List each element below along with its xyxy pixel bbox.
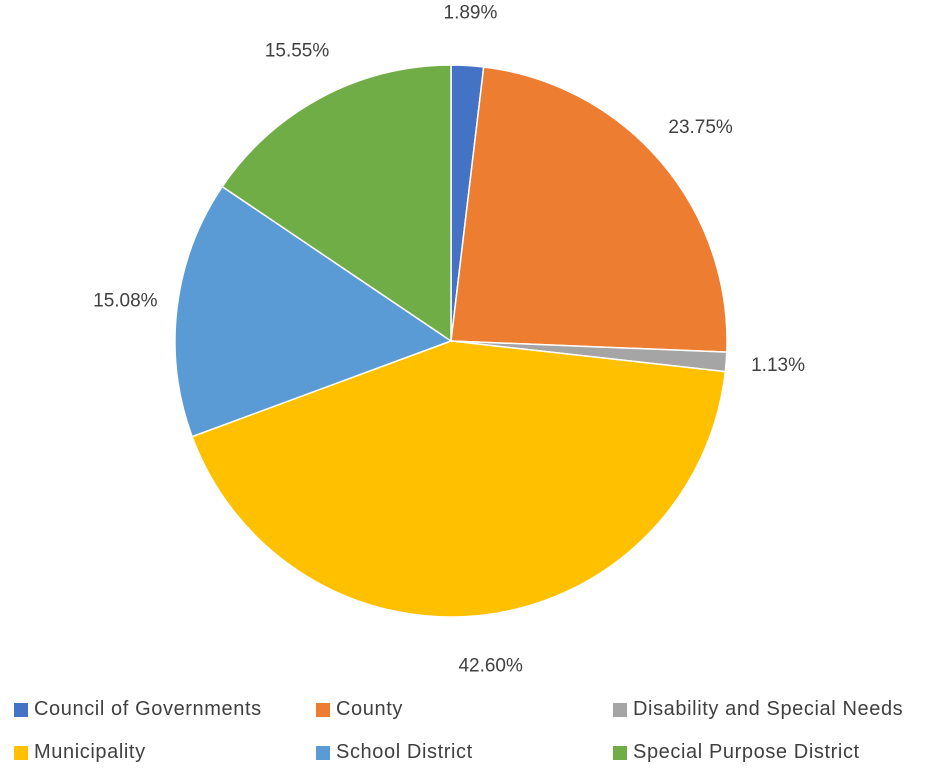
legend-item-municipality: Municipality (14, 741, 146, 764)
legend-swatch-special-purpose-district (613, 745, 627, 760)
legend-item-council-of-governments: Council of Governments (14, 698, 262, 721)
legend-item-county: County (316, 698, 403, 721)
legend-swatch-school-district (316, 745, 330, 760)
pie-slice-county (450, 66, 728, 353)
legend-swatch-county (316, 702, 330, 717)
legend-swatch-disability-and-special-needs (613, 702, 627, 717)
pie-slice-special-purpose-district (221, 64, 452, 343)
legend-item-school-district: School District (316, 741, 473, 764)
data-label-special-purpose-district: 15.55% (265, 40, 330, 61)
legend-swatch-council-of-governments (14, 702, 28, 717)
legend-label-school-district: School District (336, 741, 473, 763)
legend-label-municipality: Municipality (34, 741, 146, 763)
data-label-disability-and-special-needs: 1.13% (751, 355, 805, 376)
legend-label-county: County (336, 698, 403, 720)
pie-chart: 1.89% 23.75% 1.13% 42.60% 15.08% 15.55% (93, 3, 805, 677)
legend-label-special-purpose-district: Special Purpose District (633, 741, 860, 763)
data-label-school-district: 15.08% (93, 291, 158, 312)
pie-slice-school-district (174, 185, 453, 438)
legend-label-disability-and-special-needs: Disability and Special Needs (633, 698, 904, 720)
legend-label-council-of-governments: Council of Governments (34, 698, 262, 720)
pie-data-labels: 1.89% 23.75% 1.13% 42.60% 15.08% 15.55% (93, 3, 805, 677)
legend-item-special-purpose-district: Special Purpose District (613, 741, 860, 764)
data-label-municipality: 42.60% (458, 656, 523, 677)
data-label-council-of-governments: 1.89% (444, 3, 498, 24)
chart-legend: Council of Governments County Disability… (0, 690, 950, 769)
pie-slices (174, 64, 728, 618)
data-label-county: 23.75% (668, 117, 733, 138)
pie-slice-municipality (191, 340, 727, 618)
legend-item-disability-and-special-needs: Disability and Special Needs (613, 698, 903, 721)
legend-swatch-municipality (14, 745, 28, 760)
